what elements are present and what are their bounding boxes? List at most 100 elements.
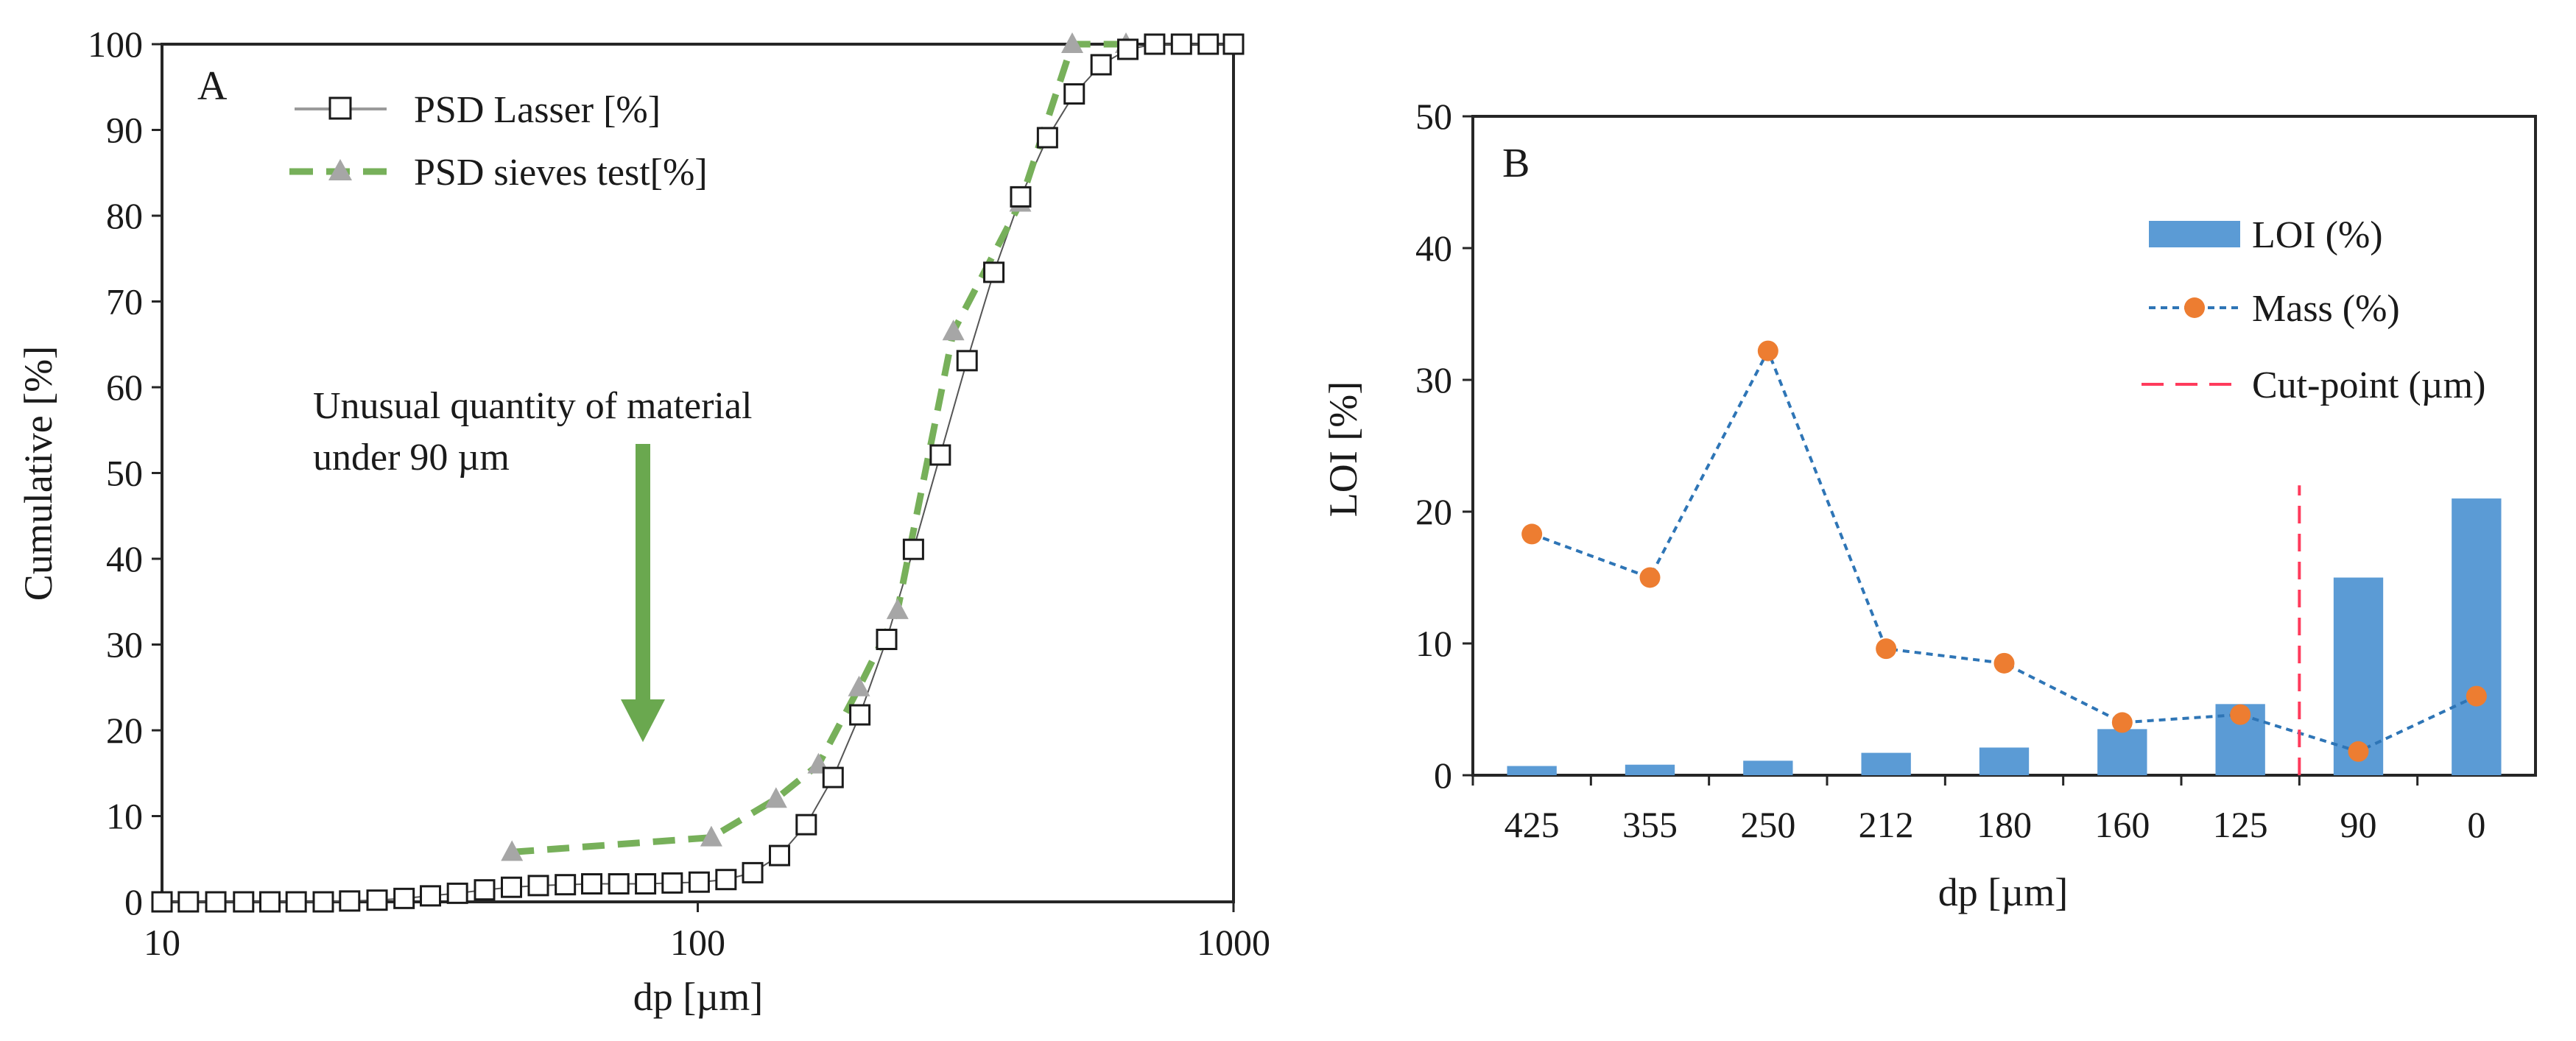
panel-a-x-axis-title: dp [µm] xyxy=(633,975,764,1019)
laser-data-point xyxy=(1090,54,1112,76)
panel-b-legend: LOI (%) Mass (%) Cut-point (µm) xyxy=(2142,214,2485,406)
annotation-line-1: Unusual quantity of material xyxy=(313,385,752,427)
panel-a-annotation: Unusual quantity of material under 90 µm xyxy=(313,385,752,742)
panel-b-x-ticks: 425 355 250 212 180 160 125 90 0 xyxy=(1471,775,2485,845)
laser-data-point xyxy=(822,766,844,788)
panel-b-x-tick-label: 425 xyxy=(1505,804,1560,845)
laser-data-point xyxy=(1197,33,1220,55)
panel-a-y-tick-label: 0 xyxy=(124,881,143,922)
laser-data-point xyxy=(366,889,388,911)
panel-b-y-tick-label: 20 xyxy=(1415,491,1452,532)
panel-b: B 0 10 20 30 40 50 425 355 250 212 180 160 125 90 0 d… xyxy=(1321,96,2537,914)
annotation-arrow-shaft xyxy=(636,444,650,702)
sieves-data-point xyxy=(764,787,787,808)
panel-b-y-ticks: 0 10 20 30 40 50 xyxy=(1415,96,1473,796)
laser-data-point xyxy=(769,844,791,867)
panel-b-y-tick-label: 40 xyxy=(1415,227,1452,269)
legend-cut-point-label: Cut-point (µm) xyxy=(2252,364,2485,406)
panel-b-x-tick-label: 250 xyxy=(1740,804,1795,845)
legend-laser-label: PSD Lasser [%] xyxy=(414,89,661,131)
panel-b-y-axis-title: LOI [%] xyxy=(1321,381,1365,517)
laser-data-point xyxy=(1036,127,1058,149)
panel-a-legend: PSD Lasser [%] PSD sieves test[%] xyxy=(289,89,708,194)
panel-a-series xyxy=(151,32,1245,913)
panel-a-y-tick-label: 90 xyxy=(106,110,143,151)
laser-data-point xyxy=(1222,33,1245,55)
panel-a-y-tick-label: 10 xyxy=(106,796,143,837)
laser-data-point xyxy=(1063,83,1085,105)
panel-a-y-tick-label: 40 xyxy=(106,538,143,579)
panel-a-y-tick-label: 100 xyxy=(88,24,143,65)
panel-a-label: A xyxy=(197,63,228,109)
laser-data-point xyxy=(876,629,898,651)
panel-a-x-tick-label: 10 xyxy=(144,922,180,963)
panel-b-x-tick-label: 180 xyxy=(1977,804,2032,845)
laser-data-point xyxy=(205,891,227,913)
sieves-data-point xyxy=(848,675,870,696)
panel-a-x-ticks: 10 100 1000 xyxy=(144,902,1270,963)
laser-data-point xyxy=(929,444,951,466)
laser-data-point xyxy=(151,891,173,913)
mass-data-point xyxy=(1521,523,1543,545)
laser-data-point xyxy=(1010,186,1032,208)
laser-data-point xyxy=(1144,33,1166,55)
sieves-data-point xyxy=(1061,32,1084,53)
mass-data-point xyxy=(1993,652,2015,674)
laser-data-point xyxy=(233,891,255,913)
annotation-line-2: under 90 µm xyxy=(313,437,510,479)
legend-sieves-label: PSD sieves test[%] xyxy=(414,152,708,194)
laser-data-point xyxy=(555,874,577,896)
laser-data-point xyxy=(339,890,361,912)
mass-data-point xyxy=(1876,638,1897,660)
sieves-data-point xyxy=(501,840,524,861)
mass-data-point xyxy=(2111,712,2133,733)
loi-bar xyxy=(1743,761,1793,775)
laser-data-point xyxy=(420,885,442,907)
panel-b-y-tick-label: 10 xyxy=(1415,623,1452,664)
laser-data-point xyxy=(688,871,710,893)
panel-a-plot-frame xyxy=(161,43,1235,903)
panel-a-y-tick-label: 30 xyxy=(106,624,143,666)
laser-data-point xyxy=(956,350,978,372)
panel-a-x-tick-label: 1000 xyxy=(1197,922,1270,963)
legend-loi-swatch xyxy=(2149,221,2240,247)
laser-data-point xyxy=(849,704,871,726)
panel-b-x-tick-label: 90 xyxy=(2340,804,2377,845)
legend-laser-square-marker xyxy=(328,96,352,120)
annotation-arrow-head xyxy=(621,699,665,742)
mass-data-point xyxy=(2230,704,2251,725)
laser-data-point xyxy=(635,873,657,895)
legend-mass-label: Mass (%) xyxy=(2252,288,2400,330)
loi-bar xyxy=(1625,764,1675,775)
panel-b-x-tick-label: 212 xyxy=(1859,804,1914,845)
panel-a-y-tick-label: 20 xyxy=(106,710,143,751)
loi-bar xyxy=(2097,729,2147,775)
panel-a-y-axis-title: Cumulative [%] xyxy=(16,346,60,601)
sieves-data-point xyxy=(700,825,722,847)
laser-data-point xyxy=(285,891,307,913)
panel-b-y-tick-label: 30 xyxy=(1415,359,1452,400)
laser-data-point xyxy=(581,873,603,895)
laser-data-point xyxy=(608,873,630,895)
laser-data-point xyxy=(527,875,549,897)
panel-a-y-tick-label: 60 xyxy=(106,367,143,408)
sieves-data-point xyxy=(942,320,965,341)
laser-data-point xyxy=(312,891,334,913)
mass-data-point xyxy=(2348,741,2369,762)
laser-data-point xyxy=(795,814,817,836)
laser-data-point xyxy=(742,861,764,883)
panel-a-y-tick-label: 80 xyxy=(106,195,143,236)
laser-data-point xyxy=(661,872,683,894)
loi-bar xyxy=(1507,766,1557,775)
panel-a-y-ticks: 0 10 20 30 40 50 60 70 80 90 100 xyxy=(88,24,162,922)
panel-a-x-tick-label: 100 xyxy=(670,922,725,963)
panel-b-x-tick-label: 355 xyxy=(1622,804,1678,845)
panel-b-y-tick-label: 0 xyxy=(1434,755,1452,796)
legend-loi-label: LOI (%) xyxy=(2252,214,2383,256)
loi-bar xyxy=(2452,498,2502,775)
loi-bar xyxy=(1979,747,2030,775)
laser-data-point xyxy=(983,261,1005,283)
laser-data-point xyxy=(902,538,924,560)
laser-data-point xyxy=(1170,33,1192,55)
